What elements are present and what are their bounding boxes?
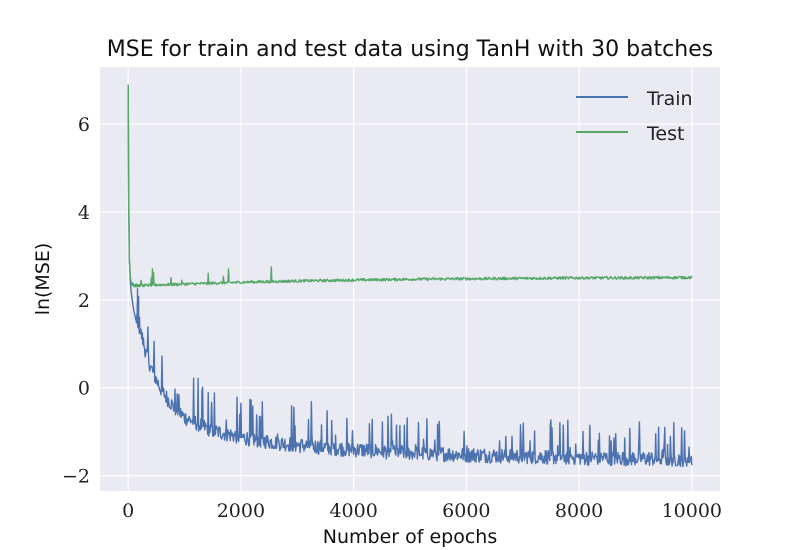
x-tick-label: 8000 — [555, 500, 603, 522]
x-tick-label: 6000 — [442, 500, 490, 522]
x-tick-label: 0 — [122, 500, 134, 522]
series-line-train — [127, 84, 693, 468]
legend: Train Test — [576, 88, 693, 145]
y-tick-label: 0 — [78, 378, 90, 400]
series-line-test — [127, 84, 693, 288]
chart-title: MSE for train and test data using TanH w… — [107, 37, 713, 62]
series-layer — [127, 84, 693, 468]
grid — [100, 67, 720, 491]
x-axis-label: Number of epochs — [323, 526, 497, 548]
x-tick-label: 10000 — [662, 500, 722, 522]
y-tick-label: 2 — [78, 290, 90, 312]
legend-label-train: Train — [646, 88, 693, 110]
x-tick-label: 4000 — [329, 500, 377, 522]
legend-label-test: Test — [646, 123, 684, 145]
y-axis-label: ln(MSE) — [32, 243, 54, 316]
y-tick-label: 4 — [78, 202, 90, 224]
y-tick-label: −2 — [62, 466, 90, 488]
tick-labels: 0 2000 4000 6000 8000 10000 −2 0 2 4 6 — [62, 114, 722, 522]
y-tick-label: 6 — [78, 114, 90, 136]
x-tick-label: 2000 — [217, 500, 265, 522]
